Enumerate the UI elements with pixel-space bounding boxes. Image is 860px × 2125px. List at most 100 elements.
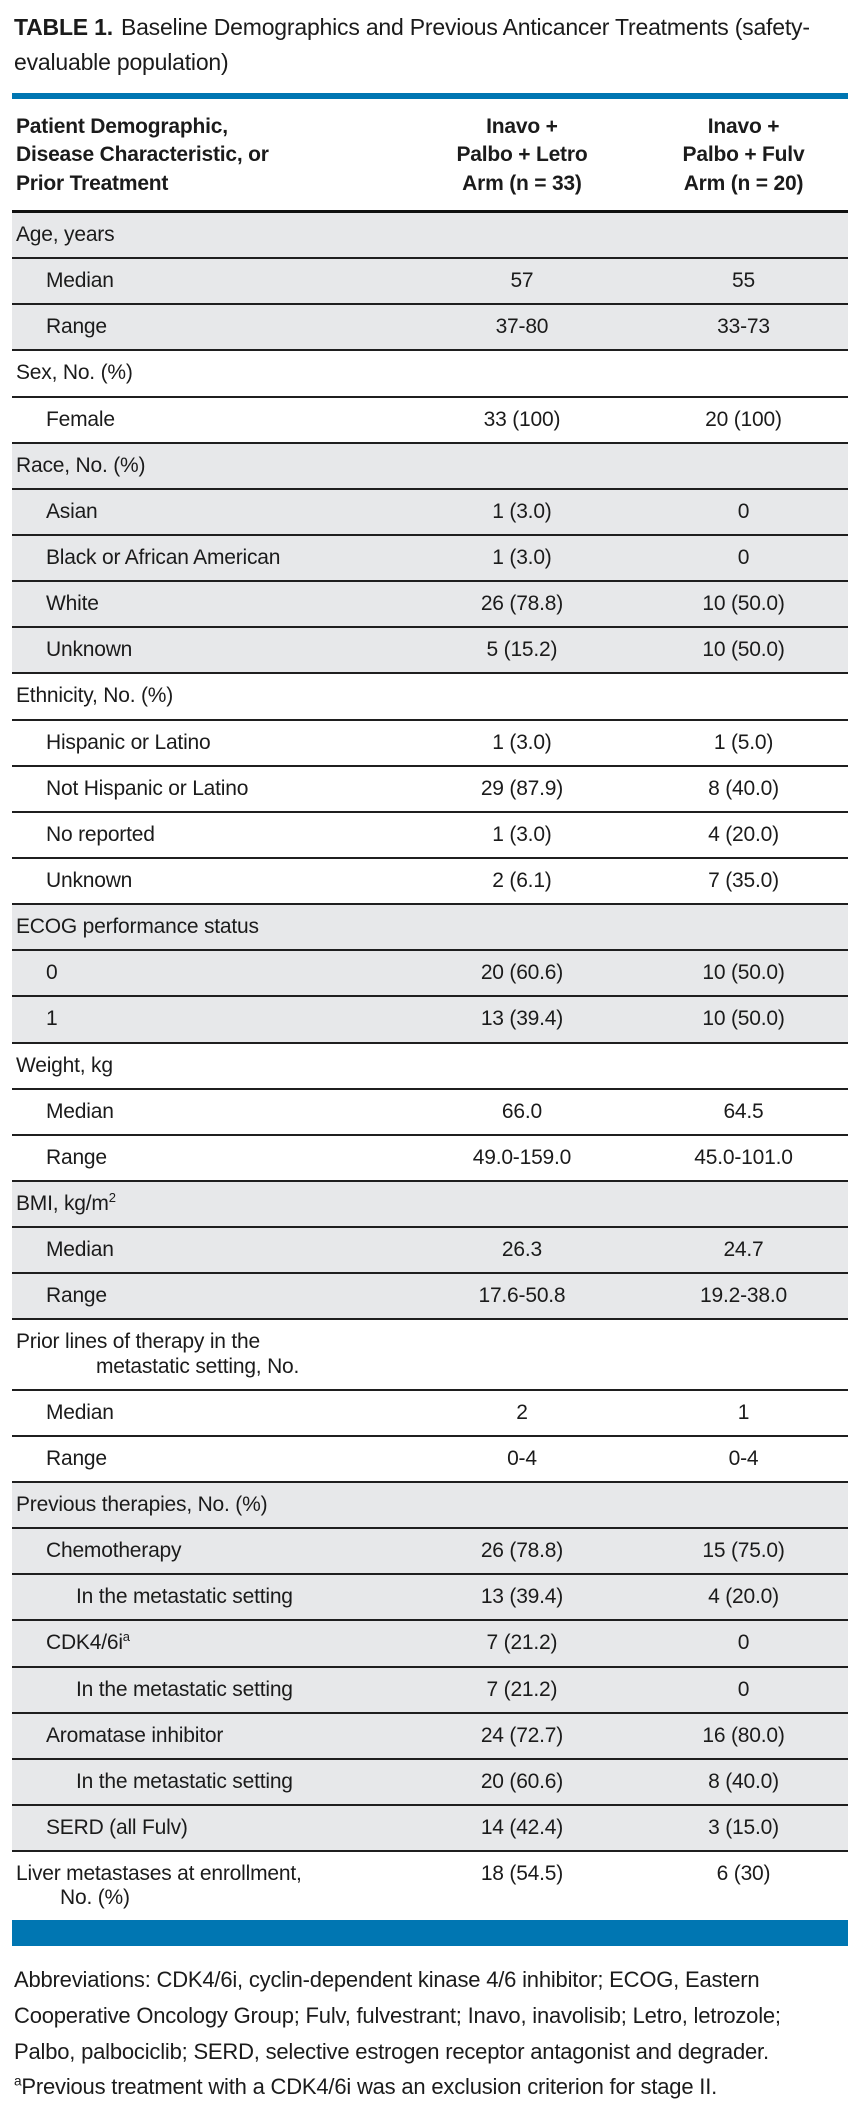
row-value-letro-arm <box>404 673 639 721</box>
row-value-fulv-arm <box>638 350 848 398</box>
row-value-fulv-arm: 4 (20.0) <box>638 811 848 860</box>
row-label: White <box>12 581 405 629</box>
row-label: Aromatase inhibitor <box>12 1712 405 1760</box>
row-value-letro-arm: 18 (54.5) <box>480 1862 564 1886</box>
row-value-letro-arm: 24 (72.7) <box>404 1712 639 1760</box>
column-header-line: Inavo + <box>486 115 558 138</box>
table-row: Race, No. (%) <box>12 442 848 490</box>
table-row: In the metastatic setting 7 (21.2) 0 <box>12 1666 848 1714</box>
row-value-fulv-arm: 33-73 <box>638 304 848 352</box>
label-superscript: a <box>122 1629 130 1645</box>
row-label: In the metastatic setting <box>12 1666 405 1714</box>
row-label: Hispanic or Latino <box>12 719 405 767</box>
table-row: 1 13 (39.4) 10 (50.0) <box>12 996 848 1044</box>
column-header-line: Prior Treatment <box>16 171 169 195</box>
row-label: Not Hispanic or Latino <box>12 765 405 813</box>
row-value-letro-arm <box>404 350 639 398</box>
table-row: BMI, kg/m2 <box>12 1180 848 1229</box>
table-row: Unknown 2 (6.1) 7 (35.0) <box>12 858 848 906</box>
column-header-characteristic: Patient Demographic, Disease Characteris… <box>12 99 405 214</box>
row-value-fulv-arm: 19.2-38.0 <box>638 1273 848 1321</box>
row-label: In the metastatic setting <box>12 1758 405 1806</box>
table-row: Prior lines of therapy in the metastatic … <box>12 1319 848 1391</box>
baseline-demographics-table: Patient Demographic, Disease Characteris… <box>12 99 848 1920</box>
column-header-line: Patient Demographic, <box>16 115 228 138</box>
row-label: Median <box>12 258 405 306</box>
row-label: Ethnicity, No. (%) <box>12 673 405 721</box>
column-header-line: Inavo + <box>707 115 780 138</box>
row-value-letro-arm: 2 (6.1) <box>404 858 639 906</box>
column-header-line: Arm (n = 20) <box>683 171 804 195</box>
row-value-fulv-arm: 55 <box>638 258 848 306</box>
row-label: Asian <box>12 488 405 537</box>
row-value-fulv-arm: 64.5 <box>638 1088 848 1136</box>
row-label: SERD (all Fulv) <box>12 1804 405 1853</box>
row-value-fulv-arm <box>638 1319 848 1391</box>
row-value-fulv-arm <box>638 442 848 490</box>
row-label: Sex, No. (%) <box>12 350 405 398</box>
row-label: Range <box>12 1435 405 1483</box>
table-footnotes: Abbreviations: CDK4/6i, cyclin-dependent… <box>12 1946 848 2105</box>
row-value-letro-arm <box>404 442 639 490</box>
row-label: Median <box>12 1088 405 1136</box>
row-label: Range <box>12 304 405 352</box>
column-header-line: Palbo + Fulv <box>682 143 805 167</box>
table-row: Aromatase inhibitor 24 (72.7) 16 (80.0) <box>12 1712 848 1760</box>
table-row: In the metastatic setting 13 (39.4) 4 (2… <box>12 1574 848 1622</box>
column-header-fulv-arm: Inavo + Palbo + Fulv Arm (n = 20) <box>638 99 848 214</box>
row-value-letro-arm: 13 (39.4) <box>404 1574 639 1622</box>
row-label: Median <box>12 1227 405 1275</box>
row-value-letro-arm: 33 (100) <box>404 396 639 444</box>
row-label: No reported <box>12 811 405 860</box>
table-number-label: TABLE 1. <box>14 14 113 40</box>
row-label: 0 <box>12 950 405 998</box>
row-label: Prior lines of therapy in the metastatic … <box>12 1319 405 1391</box>
table-row: In the metastatic setting 20 (60.6) 8 (4… <box>12 1758 848 1806</box>
row-value-fulv-arm: 10 (50.0) <box>638 581 848 629</box>
table-row: Liver metastases at enrollment, No. (%) 1… <box>12 1851 848 1920</box>
row-value-letro-arm: 66.0 <box>404 1088 639 1136</box>
row-value-fulv-arm <box>638 1180 848 1229</box>
row-value-letro-arm: 26 (78.8) <box>404 1528 639 1576</box>
row-label: Unknown <box>12 627 405 675</box>
row-label: Previous therapies, No. (%) <box>12 1481 405 1530</box>
row-value-letro-arm: 7 (21.2) <box>404 1620 639 1668</box>
row-label: Chemotherapy <box>12 1528 405 1576</box>
table-row: Range 37-80 33-73 <box>12 304 848 352</box>
footnote-abbreviations: Abbreviations: CDK4/6i, cyclin-dependent… <box>14 1967 781 2064</box>
row-value-fulv-arm: 4 (20.0) <box>638 1574 848 1622</box>
row-label: Range <box>12 1273 405 1321</box>
column-header-letro-arm: Inavo + Palbo + Letro Arm (n = 33) <box>404 99 639 214</box>
row-label: Range <box>12 1134 405 1182</box>
row-value-letro-arm: 26.3 <box>404 1227 639 1275</box>
table-bottom-bar <box>12 1920 848 1947</box>
row-value-letro-arm: 0-4 <box>404 1435 639 1483</box>
table-row: Unknown 5 (15.2) 10 (50.0) <box>12 627 848 675</box>
row-label: ECOG performance status <box>12 904 405 952</box>
row-value-letro-arm: 1 (3.0) <box>404 488 639 537</box>
table-row: Weight, kg <box>12 1042 848 1090</box>
demographics-table: Patient Demographic, Disease Characteris… <box>12 93 848 1947</box>
row-value-letro-arm <box>404 904 639 952</box>
table-row: Ethnicity, No. (%) <box>12 673 848 721</box>
table-header-row: Patient Demographic, Disease Characteris… <box>12 99 848 214</box>
table-row: Black or African American 1 (3.0) 0 <box>12 535 848 583</box>
table-row: Median 26.3 24.7 <box>12 1227 848 1275</box>
row-value-fulv-arm <box>638 1481 848 1530</box>
table-row: White 26 (78.8) 10 (50.0) <box>12 581 848 629</box>
row-value-fulv-arm: 0 <box>638 535 848 583</box>
row-value-fulv-arm: 0 <box>638 1620 848 1668</box>
row-label: Liver metastases at enrollment, No. (%) <box>16 1862 302 1910</box>
table-row: Range 0-4 0-4 <box>12 1435 848 1483</box>
table-row: Sex, No. (%) <box>12 350 848 398</box>
row-value-letro-arm <box>404 1319 639 1391</box>
row-value-letro-arm: 1 (3.0) <box>404 719 639 767</box>
table-row: CDK4/6ia 7 (21.2) 0 <box>12 1620 848 1668</box>
row-value-letro-arm: 13 (39.4) <box>404 996 639 1044</box>
table-title-text: Baseline Demographics and Previous Antic… <box>14 14 810 75</box>
table-row: Chemotherapy 26 (78.8) 15 (75.0) <box>12 1528 848 1576</box>
table-top-rule <box>12 93 848 99</box>
row-value-letro-arm: 20 (60.6) <box>404 950 639 998</box>
row-value-fulv-arm: 45.0-101.0 <box>638 1134 848 1182</box>
